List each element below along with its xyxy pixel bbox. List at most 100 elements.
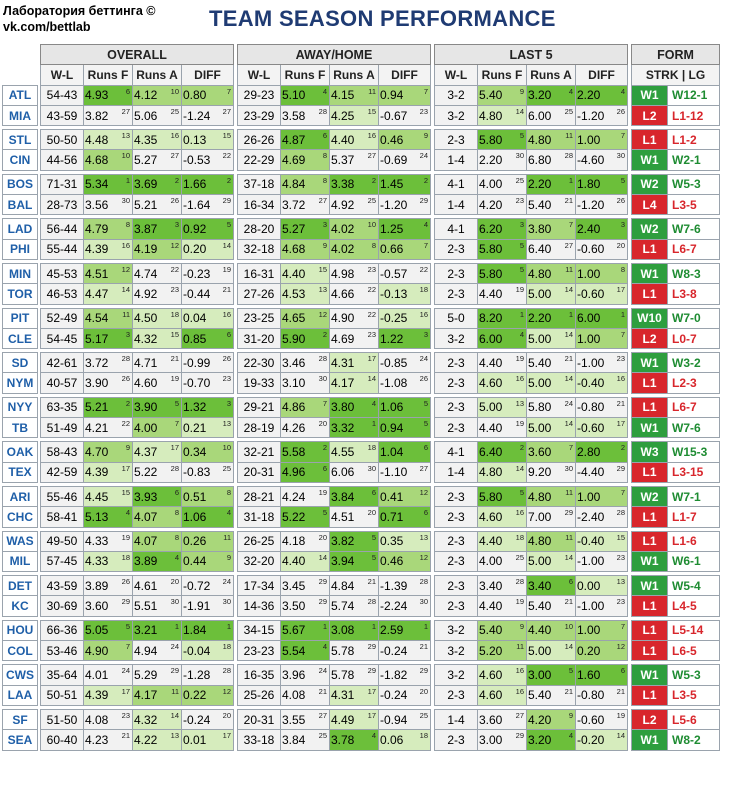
runs-f-cell: 5.17 3: [83, 327, 133, 350]
diff-cell-value: -1.82: [380, 667, 408, 682]
runs-a-cell-rank: 28: [170, 463, 179, 473]
group-overall: OVERALL: [40, 43, 234, 66]
diff-cell-rank: 14: [616, 731, 625, 741]
diff-cell-value: 0.20: [577, 643, 601, 658]
diff-cell-rank: 9: [423, 131, 428, 141]
page-title: TEAM SEASON PERFORMANCE: [209, 6, 556, 31]
wl-cell: 50-51: [40, 684, 84, 706]
runs-f-cell: 6.20 3: [477, 218, 527, 240]
team-name: CLE: [2, 327, 38, 350]
runs-f-cell: 4.08 21: [280, 684, 330, 706]
runs-f-cell-rank: 3: [125, 329, 130, 339]
wl-cell: 37-18: [237, 173, 281, 196]
diff-cell-value: -0.24: [183, 712, 211, 727]
sub-header-row: W-L Runs F Runs A DIFF W-L Runs F Runs A…: [2, 64, 720, 86]
runs-a-cell-rank: 27: [170, 151, 179, 161]
runs-f-cell-value: 2.20: [479, 153, 503, 168]
diff-cell: 6.00 1: [575, 307, 628, 329]
runs-a-cell-rank: 22: [367, 309, 376, 319]
runs-a-cell-value: 4.90: [331, 311, 355, 326]
diff-cell: -1.08 26: [378, 372, 431, 394]
runs-a-cell-rank: 4: [174, 552, 179, 562]
diff-cell: 0.21 13: [181, 417, 234, 439]
runs-a-cell: 4.17 14: [329, 372, 379, 394]
diff-cell-rank: 7: [620, 621, 625, 631]
runs-f-cell: 4.68 10: [83, 149, 133, 171]
wl-cell: 28-20: [237, 218, 281, 240]
diff-cell-value: 1.66: [183, 177, 207, 192]
diff-cell-rank: 22: [222, 151, 231, 161]
wl-cell: 26-25: [237, 530, 281, 552]
streak-badge: W1: [631, 729, 668, 751]
team-name: TEX: [2, 461, 38, 483]
team-name: HOU: [2, 619, 38, 642]
runs-f-cell-value: 4.08: [282, 688, 306, 703]
runs-f-cell-value: 4.90: [85, 643, 109, 658]
runs-a-cell-rank: 11: [565, 264, 573, 274]
wl-cell: 2-3: [434, 396, 478, 419]
runs-a-cell-value: 5.40: [528, 688, 552, 703]
runs-a-cell: 4.25 15: [329, 104, 379, 127]
runs-f-cell-value: 5.10: [282, 88, 306, 103]
runs-f-cell: 3.72 28: [83, 352, 133, 374]
wl-cell: 29-21: [237, 396, 281, 419]
wl-cell: 28-19: [237, 417, 281, 439]
runs-a-cell: 3.21 1: [132, 619, 182, 642]
streak-badge: L1: [631, 372, 668, 394]
diff-cell-rank: 26: [616, 196, 625, 206]
table-row: CLE 54-45 5.17 3 4.32 15 0.85 6 31-20 5.90 2 4.69 23…: [2, 327, 720, 350]
diff-cell-value: -1.08: [380, 376, 408, 391]
runs-f-cell-value: 4.47: [85, 286, 109, 301]
wl-cell: 32-20: [237, 550, 281, 573]
runs-a-cell-value: 4.80: [528, 534, 552, 549]
runs-f-cell-rank: 22: [121, 419, 130, 429]
diff-cell-rank: 9: [226, 552, 231, 562]
wl-cell: 3-2: [434, 104, 478, 127]
wl-cell: 26-26: [237, 129, 281, 151]
runs-a-cell-value: 5.74: [331, 599, 355, 614]
diff-cell: -1.00 23: [575, 352, 628, 374]
diff-cell-rank: 13: [222, 419, 231, 429]
wl-cell: 50-50: [40, 129, 84, 151]
runs-a-cell-rank: 7: [568, 220, 573, 230]
wl-cell: 2-3: [434, 530, 478, 552]
diff-cell-rank: 7: [620, 487, 625, 497]
wl-cell: 31-20: [237, 327, 281, 350]
runs-a-cell-value: 9.20: [528, 465, 552, 480]
diff-cell-rank: 24: [222, 577, 231, 587]
last-game: L3-5: [667, 194, 720, 216]
runs-f-cell: 3.50 29: [280, 595, 330, 617]
runs-f-cell-rank: 17: [121, 463, 130, 473]
runs-a-cell: 4.92 23: [132, 283, 182, 305]
runs-f-cell: 4.93 6: [83, 84, 133, 106]
runs-a-cell: 6.00 25: [526, 104, 576, 127]
diff-cell-rank: 6: [620, 666, 625, 676]
runs-f-cell-value: 4.60: [479, 376, 503, 391]
runs-a-cell: 9.20 30: [526, 461, 576, 483]
diff-cell-value: -1.10: [380, 465, 408, 480]
runs-a-cell-rank: 8: [174, 508, 179, 518]
runs-f-cell-rank: 12: [121, 264, 130, 274]
runs-f-cell-value: 5.40: [479, 88, 503, 103]
wl-cell: 60-40: [40, 729, 84, 751]
wl-cell: 28-21: [237, 485, 281, 508]
wl-cell: 42-61: [40, 352, 84, 374]
table-row: COL 53-46 4.90 7 4.94 24 -0.04 18 23-23 5.54 4 5.78…: [2, 640, 720, 662]
streak-badge: L1: [631, 238, 668, 260]
runs-f-cell-rank: 30: [515, 151, 524, 161]
team-name: MIN: [2, 262, 38, 285]
runs-a-cell-value: 5.37: [331, 153, 355, 168]
runs-f-cell-rank: 27: [318, 710, 327, 720]
runs-a-cell: 4.51 20: [329, 506, 379, 528]
streak-badge: L1: [631, 640, 668, 662]
runs-f-cell: 2.20 30: [477, 149, 527, 171]
runs-a-cell-rank: 24: [170, 642, 179, 652]
wl-cell: 22-29: [237, 149, 281, 171]
diff-cell: -0.60 17: [575, 417, 628, 439]
wl-cell: 25-26: [237, 684, 281, 706]
runs-a-cell: 3.94 5: [329, 550, 379, 573]
runs-a-cell-rank: 11: [171, 686, 179, 696]
diff-cell-value: 0.06: [380, 732, 404, 747]
runs-a-cell-rank: 17: [367, 710, 376, 720]
wl-cell: 20-31: [237, 708, 281, 731]
